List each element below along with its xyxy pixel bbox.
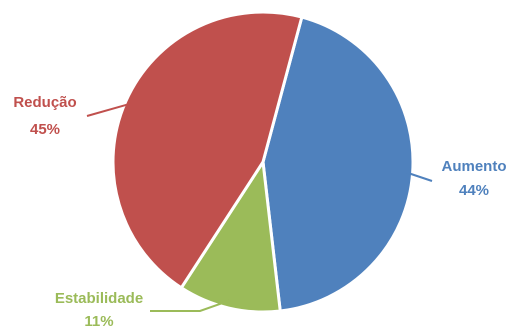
leader-lines bbox=[86, 102, 433, 312]
slice-label-estabilidade-value: 11% bbox=[84, 313, 113, 329]
slice-label-aumento-value: 44% bbox=[459, 182, 489, 199]
slice-reducao bbox=[111, 10, 304, 290]
slice-label-estabilidade-name: Estabilidade bbox=[55, 290, 143, 307]
slice-estabilidade bbox=[179, 160, 282, 314]
slice-label-reducao-name: Redução bbox=[13, 94, 76, 111]
slice-label-reducao-value: 45% bbox=[30, 121, 60, 138]
leader-line-aumento bbox=[406, 171, 433, 182]
slice-aumento bbox=[261, 15, 415, 313]
pie-slices bbox=[111, 10, 415, 314]
leader-line-estabilidade bbox=[150, 299, 231, 312]
slice-label-aumento-name: Aumento bbox=[442, 158, 507, 175]
leader-line-reducao bbox=[86, 102, 132, 117]
